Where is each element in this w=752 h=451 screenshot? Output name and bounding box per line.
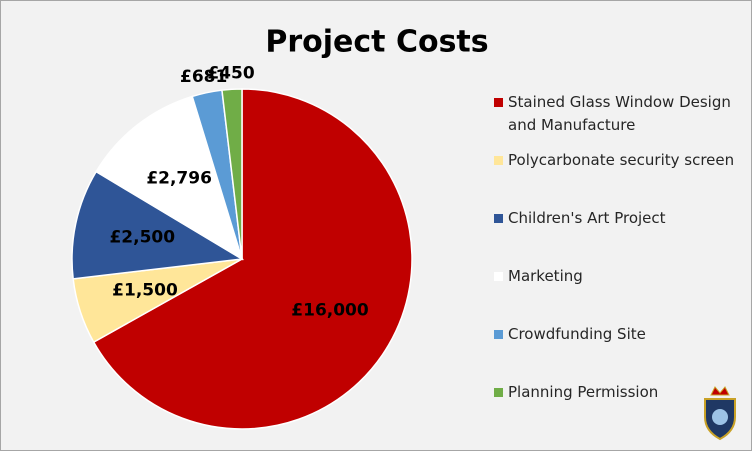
chart-title: Project Costs: [265, 25, 488, 60]
data-label: £450: [207, 63, 254, 83]
legend-label: Stained Glass Window Design and Manufact…: [508, 93, 731, 134]
data-label: £16,000: [291, 301, 369, 321]
legend-swatch: [494, 272, 503, 281]
pie-slice: [92, 88, 413, 430]
legend-label: Planning Permission: [508, 383, 659, 401]
legend-item: Planning Permission: [494, 379, 744, 437]
legend-label: Marketing: [508, 267, 583, 285]
data-label: £681: [180, 67, 227, 87]
legend-label: Polycarbonate security screen: [508, 151, 735, 169]
data-label: £2,796: [146, 169, 212, 189]
legend-item: Crowdfunding Site: [494, 321, 744, 379]
legend-swatch: [494, 330, 503, 339]
data-label: £1,500: [112, 280, 178, 300]
pie-slice: [221, 88, 243, 260]
badge: [704, 386, 736, 441]
legend-item: Polycarbonate security screen: [494, 147, 744, 205]
pie-slice: [95, 95, 244, 261]
data-label: £2,500: [109, 228, 175, 248]
legend-swatch: [494, 98, 503, 107]
legend-label: Crowdfunding Site: [508, 325, 646, 343]
legend-item: Children's Art Project: [494, 205, 744, 263]
legend-swatch: [494, 214, 503, 223]
legend-swatch: [494, 156, 503, 165]
legend: Stained Glass Window Design and Manufact…: [494, 89, 744, 437]
legend-label: Children's Art Project: [508, 209, 666, 227]
legend-swatch: [494, 388, 503, 397]
legend-item: Stained Glass Window Design and Manufact…: [494, 89, 744, 147]
legend-item: Marketing: [494, 263, 744, 321]
pie-slice: [71, 170, 245, 280]
